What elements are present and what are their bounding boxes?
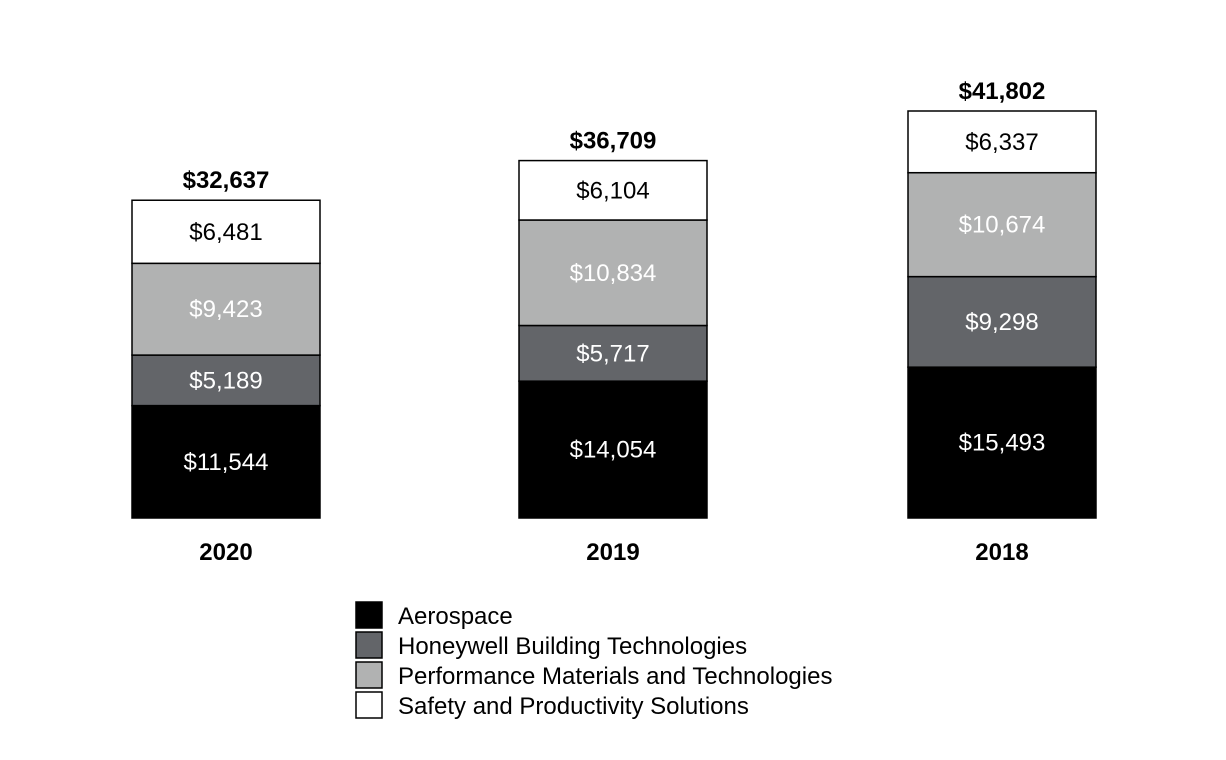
bar-total-label: $32,637 (183, 167, 270, 194)
segment-value-label: $6,481 (189, 219, 262, 246)
bar-segment-2019-3 (518, 159, 708, 221)
segment-value-label: $5,717 (576, 340, 649, 367)
bars-group: $11,544 $5,189 $9,423 $6,481 $32,637 2020 $14,… (131, 78, 1097, 566)
bar-total-label: $41,802 (959, 78, 1046, 105)
bar-segment-2018-3 (907, 110, 1097, 174)
legend-item: Aerospace (355, 601, 513, 630)
segment-value-label: $15,493 (959, 430, 1046, 457)
bar-segment-2018-1 (907, 275, 1097, 368)
legend-label: Honeywell Building Technologies (398, 633, 747, 660)
segment-value-label: $9,298 (965, 309, 1038, 336)
legend-label: Performance Materials and Technologies (398, 663, 832, 690)
bar-total-label: $36,709 (570, 128, 657, 155)
legend-swatch (355, 661, 383, 689)
bar-segment-2019-0 (518, 380, 708, 519)
bar-segment-2020-3 (131, 199, 321, 265)
x-tick-label: 2019 (586, 539, 639, 566)
legend-swatch (355, 631, 383, 659)
bar-segment-2020-0 (131, 404, 321, 519)
legend: Aerospace Honeywell Building Technologies… (355, 601, 832, 720)
legend-swatch (355, 601, 383, 629)
segment-value-label: $10,674 (959, 212, 1046, 239)
bar-segment-2018-0 (907, 366, 1097, 519)
legend-item: Honeywell Building Technologies (355, 631, 747, 660)
legend-item: Safety and Productivity Solutions (355, 691, 749, 720)
legend-label: Aerospace (398, 603, 513, 630)
bar-segment-2018-2 (907, 171, 1097, 278)
segment-value-label: $10,834 (570, 260, 657, 287)
bar-segment-2019-1 (518, 324, 708, 382)
legend-item: Performance Materials and Technologies (355, 661, 832, 690)
legend-swatch (355, 691, 383, 719)
bar-segment-2020-1 (131, 354, 321, 407)
segment-value-label: $6,337 (965, 129, 1038, 156)
bar-stack-2019: $14,054 $5,717 $10,834 $6,104 $36,709 2019 (518, 128, 708, 566)
bar-stack-2020: $11,544 $5,189 $9,423 $6,481 $32,637 2020 (131, 167, 321, 566)
segment-value-label: $14,054 (570, 437, 657, 464)
bar-segment-2019-2 (518, 219, 708, 327)
bar-stack-2018: $15,493 $9,298 $10,674 $6,337 $41,802 2018 (907, 78, 1097, 566)
segment-value-label: $5,189 (189, 367, 262, 394)
x-tick-label: 2018 (975, 539, 1028, 566)
segment-value-label: $11,544 (184, 449, 269, 476)
legend-label: Safety and Productivity Solutions (398, 693, 749, 720)
segment-value-label: $9,423 (189, 296, 262, 323)
x-tick-label: 2020 (199, 539, 252, 566)
segment-value-label: $6,104 (576, 177, 649, 204)
